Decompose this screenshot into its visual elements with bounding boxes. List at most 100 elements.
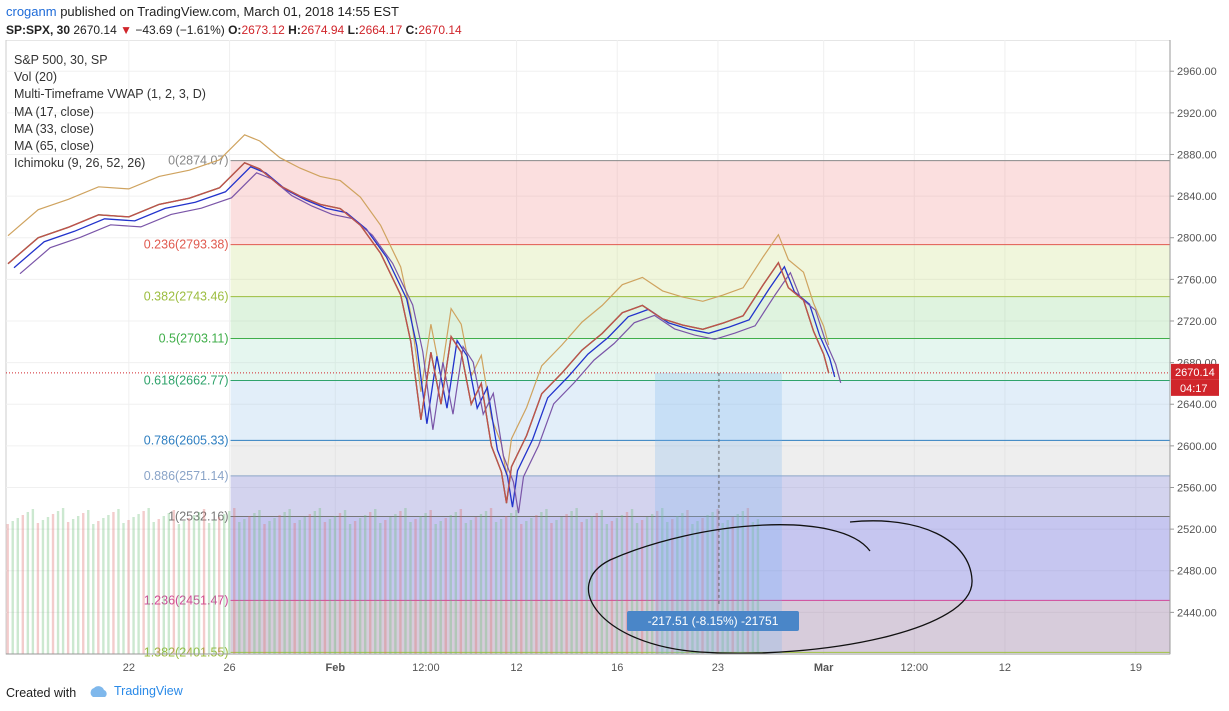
last-price-badge-text: 2670.14: [1175, 367, 1215, 379]
volume-bar: [459, 509, 463, 654]
volume-bar: [520, 524, 523, 654]
fib-label: 0.618(2662.77): [144, 374, 229, 388]
volume-bar: [666, 522, 669, 654]
volume-bar: [117, 509, 120, 654]
volume-bar: [102, 518, 105, 654]
time-tick-label: 23: [712, 662, 724, 674]
volume-bar: [731, 517, 734, 654]
time-tick-label: 12: [999, 662, 1011, 674]
volume-bar: [494, 522, 498, 654]
volume-bar: [233, 508, 236, 654]
volume-bar: [147, 508, 150, 654]
price-tick-label: 2560.00: [1177, 482, 1217, 494]
volume-bar: [278, 515, 281, 654]
volume-bar: [172, 510, 176, 654]
volume-bar: [353, 521, 357, 654]
volume-bar: [348, 524, 352, 654]
legend-ma-65[interactable]: MA (65, close): [14, 139, 94, 154]
volume-bar: [26, 512, 30, 654]
ma-33-line: [13, 166, 836, 508]
volume-bar: [313, 511, 317, 654]
volume-bar: [87, 510, 90, 654]
tradingview-brand[interactable]: TradingView: [88, 684, 183, 698]
volume-bar: [293, 523, 296, 654]
footer: Created with TradingView: [0, 679, 1229, 711]
legend-ma-17[interactable]: MA (17, close): [14, 104, 94, 119]
volume-bar: [223, 514, 226, 654]
time-tick-label: 12:00: [901, 662, 929, 674]
volume-bar: [308, 514, 311, 654]
volume-bar: [585, 519, 588, 654]
plot-area: [5, 40, 1171, 655]
price-tick-label: 2640.00: [1177, 399, 1217, 411]
fib-label: 1.236(2451.47): [144, 593, 229, 607]
price-tick-label: 2840.00: [1177, 191, 1217, 203]
volume-bar: [112, 512, 115, 654]
volume-bar: [474, 517, 478, 654]
volume-bar: [580, 522, 583, 654]
volume-bar: [701, 518, 704, 654]
price-tick-label: 2920.00: [1177, 108, 1217, 120]
volume-bar: [555, 520, 558, 654]
volume-bar: [263, 524, 266, 654]
author-link[interactable]: croganm: [6, 4, 57, 19]
time-tick-label: 19: [1130, 662, 1142, 674]
volume-bar: [228, 511, 231, 654]
fib-label: 0.236(2793.38): [144, 238, 229, 252]
volume-bar: [162, 516, 165, 654]
legend-vwap[interactable]: Multi-Timeframe VWAP (1, 2, 3, D): [14, 87, 206, 102]
fib-label: 0.786(2605.33): [144, 433, 229, 447]
time-tick-label: 12:00: [412, 662, 440, 674]
fib-label: 0.886(2571.14): [144, 469, 229, 483]
volume-bar: [288, 509, 291, 654]
low-value: 2664.17: [358, 23, 403, 37]
volume-bar: [565, 514, 568, 654]
volume-bar: [661, 508, 664, 654]
volume-bar: [177, 524, 181, 654]
volume-bar: [142, 511, 145, 654]
volume-bar: [16, 518, 19, 654]
volume-bar: [333, 516, 337, 654]
volume-bar: [439, 521, 442, 654]
volume-bar: [303, 517, 306, 654]
legend-symbol[interactable]: S&P 500, 30, SP: [14, 53, 108, 67]
quote-line: SP:SPX, 30 2670.14 ▼ −43.69 (−1.61%) O:2…: [6, 23, 462, 37]
volume-bar: [414, 519, 417, 654]
legend-ichimoku[interactable]: Ichimoku (9, 26, 52, 26): [14, 156, 146, 171]
ma-65-line: [19, 172, 842, 514]
legend-ma-33[interactable]: MA (33, close): [14, 121, 94, 136]
down-arrow-icon: ▼: [120, 23, 132, 37]
price-tick-label: 2520.00: [1177, 524, 1217, 536]
volume-bar: [671, 519, 674, 654]
volume-bar: [600, 510, 604, 654]
volume-bar: [696, 521, 699, 654]
volume-bar: [374, 509, 377, 654]
volume-bar: [92, 524, 95, 654]
legend-volume[interactable]: Vol (20): [14, 70, 58, 85]
volume-bar: [41, 520, 45, 654]
high-label: H:: [288, 23, 301, 37]
volume-bar: [510, 513, 513, 654]
volume-bar: [71, 519, 75, 654]
fib-zone: [230, 380, 1170, 441]
countdown-badge: [1171, 379, 1219, 396]
brand-label: TradingView: [114, 684, 183, 698]
volume-bar: [535, 515, 538, 654]
volume-bar: [97, 521, 100, 654]
volume-bar: [434, 524, 437, 654]
fib-label: 1(2532.16): [168, 509, 228, 523]
volume-bar: [681, 513, 684, 654]
volume-bar: [192, 515, 196, 654]
price-chart[interactable]: 0(2874.07) 0.236(2793.38) 0.382(2743.46) 0.…: [0, 40, 1229, 679]
chart-header: croganm published on TradingView.com, Ma…: [0, 0, 1229, 40]
volume-bar: [238, 522, 241, 654]
volume-bar: [746, 508, 750, 654]
volume-bar: [726, 520, 729, 654]
volume-bar: [545, 509, 548, 654]
volume-bar: [268, 521, 271, 654]
volume-bar: [605, 524, 609, 654]
volume-bar: [258, 510, 261, 654]
volume-bar: [273, 518, 276, 654]
volume-bar: [560, 517, 563, 654]
last-price-badge: [1171, 363, 1219, 380]
